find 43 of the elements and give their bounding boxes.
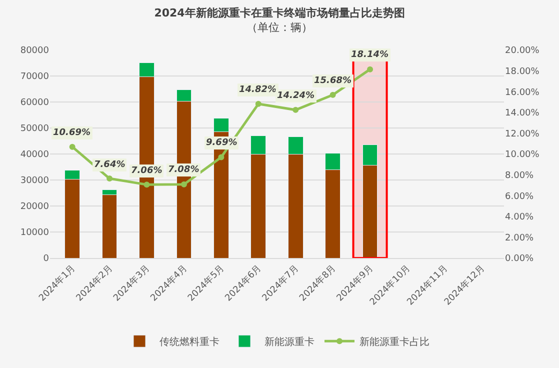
y2-tick-label: 10.00% (505, 150, 540, 160)
y2-tick-label: 16.00% (505, 88, 540, 98)
y2-tick-label: 20.00% (505, 46, 540, 56)
data-label: 7.06% (131, 166, 162, 176)
point (106, 176, 113, 182)
y2-tick-label: 4.00% (505, 212, 534, 223)
y2-tick-label: 8.00% (505, 170, 534, 181)
y-tick-label: 30000 (20, 176, 50, 186)
y-tick-label: 60000 (20, 98, 50, 108)
point (180, 181, 187, 188)
point (255, 100, 262, 107)
point (330, 92, 336, 98)
y-tick-label: 0 (43, 254, 50, 264)
legend-label: 新能源重卡 (264, 336, 314, 348)
y2-tick-label: 18.00% (505, 66, 540, 77)
legend-label: 新能源重卡占比 (360, 336, 430, 348)
y2-tick-label: 6.00% (505, 192, 534, 202)
y-tick-label: 80000 (20, 46, 50, 56)
legend-label: 传统燃料重卡 (160, 336, 220, 348)
point (144, 182, 150, 188)
point (292, 106, 299, 113)
chart-subtitle: （单位：辆） (246, 20, 312, 34)
data-label: 7.08% (168, 165, 200, 175)
point (367, 66, 374, 72)
data-label: 18.14% (351, 50, 388, 60)
point (218, 154, 224, 160)
y-tick-label: 10000 (20, 228, 50, 238)
y2-tick-label: 0.00% (505, 254, 534, 264)
data-label: 10.69% (53, 128, 90, 138)
data-label: 14.82% (239, 85, 276, 95)
chart-title: 2024年新能源重卡在重卡终端市场销量占比走势图 (154, 6, 405, 20)
y-tick-label: 40000 (20, 150, 50, 160)
data-label: 14.24% (277, 91, 314, 101)
data-label: 9.69% (206, 138, 238, 148)
y2-tick-label: 12.00% (505, 129, 540, 140)
point (69, 144, 76, 150)
y-tick-label: 70000 (20, 72, 50, 82)
y2-tick-label: 14.00% (505, 108, 540, 119)
data-label: 15.68% (314, 76, 352, 86)
data-label: 7.64% (94, 160, 126, 170)
y2-tick-label: 2.00% (505, 233, 534, 244)
y-tick-label: 50000 (20, 124, 50, 134)
y-tick-label: 20000 (20, 202, 50, 212)
